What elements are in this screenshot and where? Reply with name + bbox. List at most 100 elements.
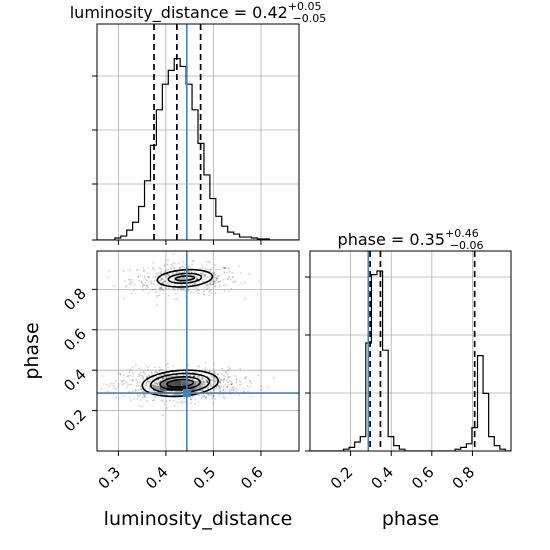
sample-point bbox=[226, 272, 228, 274]
sample-point bbox=[168, 274, 170, 277]
sample-point bbox=[172, 265, 174, 267]
density-cell bbox=[160, 380, 168, 386]
sample-point bbox=[189, 396, 192, 399]
sample-point bbox=[159, 287, 162, 290]
sample-point bbox=[230, 288, 233, 290]
sample-point bbox=[232, 386, 235, 389]
sample-point bbox=[130, 383, 133, 386]
sample-point bbox=[206, 380, 208, 383]
sample-point bbox=[211, 283, 214, 286]
density-cell bbox=[174, 380, 182, 386]
sample-point bbox=[143, 270, 145, 272]
sample-point bbox=[227, 365, 230, 368]
sample-point bbox=[151, 384, 154, 387]
sample-point bbox=[148, 390, 151, 393]
sample-point bbox=[183, 277, 186, 279]
sample-point bbox=[230, 383, 233, 385]
sample-point bbox=[134, 390, 137, 392]
sample-point bbox=[160, 285, 163, 288]
sample-point bbox=[224, 271, 226, 274]
sample-point bbox=[215, 268, 218, 271]
sample-point bbox=[181, 271, 183, 274]
sample-point bbox=[140, 374, 143, 377]
sample-point bbox=[231, 271, 234, 274]
sample-point bbox=[227, 290, 230, 293]
sample-point bbox=[201, 281, 204, 283]
sample-point bbox=[182, 265, 184, 268]
title-value: phase = 0.35 bbox=[338, 230, 445, 249]
sample-point bbox=[205, 396, 208, 398]
sample-point bbox=[141, 283, 144, 285]
sample-point bbox=[113, 387, 115, 389]
histogram-phase bbox=[310, 270, 511, 451]
sample-point bbox=[145, 384, 147, 386]
sample-point bbox=[183, 289, 186, 292]
sample-point bbox=[139, 372, 142, 375]
sample-point bbox=[212, 402, 215, 405]
y-tick-label: 0.2 bbox=[60, 406, 90, 436]
sample-point bbox=[226, 373, 229, 376]
sample-point bbox=[128, 268, 131, 271]
sample-point bbox=[159, 279, 161, 282]
sample-point bbox=[148, 380, 150, 383]
sample-point bbox=[199, 272, 202, 275]
sample-point bbox=[196, 274, 199, 277]
sample-point bbox=[223, 397, 226, 400]
sample-point bbox=[215, 276, 218, 279]
sample-point bbox=[193, 375, 195, 377]
sample-point bbox=[226, 386, 229, 389]
sample-point bbox=[188, 265, 191, 267]
sample-point bbox=[220, 385, 223, 388]
sample-point bbox=[153, 382, 156, 385]
sample-point bbox=[159, 277, 161, 279]
sample-point bbox=[200, 263, 203, 266]
sample-point bbox=[143, 395, 146, 398]
sample-point bbox=[227, 277, 230, 280]
sample-point bbox=[249, 380, 252, 383]
sample-point bbox=[174, 292, 177, 295]
sample-point bbox=[194, 398, 197, 401]
sample-point bbox=[172, 253, 175, 256]
sample-point bbox=[144, 393, 147, 396]
sample-point bbox=[202, 376, 204, 379]
sample-point bbox=[240, 383, 243, 385]
sample-point bbox=[152, 383, 154, 386]
sample-point bbox=[204, 397, 207, 400]
sample-point bbox=[150, 390, 153, 393]
sample-point bbox=[205, 396, 207, 399]
sample-point bbox=[101, 375, 104, 377]
sample-point bbox=[130, 292, 133, 295]
sample-point bbox=[211, 281, 214, 283]
sample-point bbox=[219, 280, 222, 282]
sample-point bbox=[195, 287, 198, 290]
text-layer: 0.3 0.4 0.5 0.6 0.2 0.4 0.6 0.8 0.2 0.4 0.6 0.8 lumi… bbox=[21, 0, 483, 530]
sample-point bbox=[201, 266, 204, 269]
sample-point bbox=[224, 375, 226, 377]
x-tick-label: 0.6 bbox=[237, 463, 267, 493]
sample-point bbox=[218, 380, 221, 383]
sample-point bbox=[202, 280, 205, 283]
sample-point bbox=[169, 267, 171, 269]
contour-line bbox=[167, 272, 203, 285]
sample-point bbox=[213, 371, 216, 374]
sample-point bbox=[172, 394, 175, 397]
sample-point bbox=[129, 368, 132, 371]
sample-point bbox=[217, 268, 220, 271]
sample-point bbox=[162, 414, 165, 416]
sample-point bbox=[222, 374, 225, 377]
sample-point bbox=[212, 282, 215, 285]
sample-point bbox=[129, 396, 131, 398]
sample-point bbox=[228, 270, 231, 273]
sample-point bbox=[209, 375, 212, 377]
sample-point bbox=[133, 289, 136, 292]
sample-point bbox=[243, 390, 246, 393]
sample-point bbox=[143, 394, 145, 397]
sample-point bbox=[214, 372, 216, 375]
sample-point bbox=[210, 385, 213, 387]
sample-point bbox=[124, 280, 127, 282]
sample-point bbox=[121, 383, 124, 386]
sample-point bbox=[223, 284, 225, 286]
sample-point bbox=[218, 385, 221, 387]
sample-point bbox=[225, 371, 228, 374]
